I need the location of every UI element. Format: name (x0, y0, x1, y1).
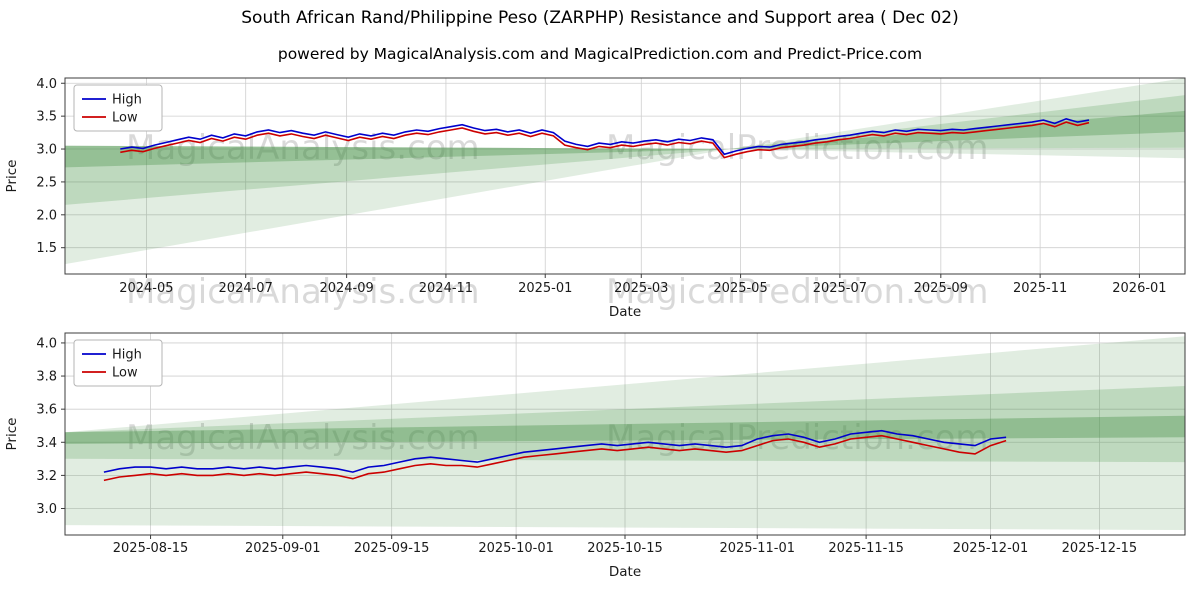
x-tick-label: 2025-05 (713, 281, 767, 296)
x-tick-label: 2026-01 (1112, 281, 1166, 296)
legend-label: High (112, 93, 142, 108)
legend (73, 339, 163, 387)
x-tick-label: 2025-10-15 (587, 541, 663, 556)
y-tick-label: 4.0 (36, 77, 57, 92)
y-tick-label: 3.0 (36, 502, 57, 517)
legend (73, 84, 163, 132)
y-tick-label: 3.2 (36, 469, 57, 484)
x-axis-label: Date (609, 304, 641, 320)
y-tick-label: 1.5 (36, 241, 57, 256)
x-tick-label: 2025-01 (518, 281, 572, 296)
y-tick-label: 3.8 (36, 370, 57, 385)
zoom-chart: 2025-08-15 2025-09-01 2025-09-15 2025-10-01… (4, 332, 1186, 580)
x-tick-label: 2025-12-01 (953, 541, 1029, 556)
x-tick-label: 2024-11 (419, 281, 473, 296)
x-tick-label: 2024-07 (219, 281, 273, 296)
x-tick-label: 2025-03 (614, 281, 668, 296)
x-axis-label: Date (609, 564, 641, 580)
y-tick-label: 3.4 (36, 436, 57, 451)
high-line (120, 117, 1090, 156)
plot-frame (64, 77, 1186, 275)
x-tick-label: 2024-09 (319, 281, 373, 296)
y-tick-label: 3.5 (36, 110, 57, 125)
support-resistance-band (65, 145, 730, 168)
y-tick-label: 2.0 (36, 208, 57, 223)
low-line (103, 434, 1007, 482)
legend-label: Low (112, 111, 138, 126)
x-tick-label: 2025-09-01 (245, 541, 321, 556)
x-tick-label: 2025-10-01 (478, 541, 554, 556)
y-tick-label: 4.0 (36, 336, 57, 351)
x-tick-label: 2025-07 (813, 281, 867, 296)
x-tick-label: 2025-09-15 (354, 541, 430, 556)
x-tick-label: 2024-05 (119, 281, 173, 296)
legend-label: Low (112, 366, 138, 381)
support-resistance-band (65, 336, 1185, 530)
y-axis-label: Price (4, 160, 20, 193)
low-line (120, 121, 1090, 159)
page-subtitle: powered by MagicalAnalysis.com and Magic… (277, 45, 923, 63)
x-tick-label: 2025-11-15 (828, 541, 904, 556)
y-tick-label: 3.6 (36, 403, 57, 418)
x-tick-label: 2025-11-01 (719, 541, 795, 556)
support-resistance-band (65, 415, 1185, 444)
main-chart: 2024-05 2024-07 2024-09 2024-11 2025-01 2025-… (4, 77, 1186, 320)
x-tick-label: 2025-11 (1013, 281, 1067, 296)
x-tick-label: 2025-08-15 (113, 541, 189, 556)
high-line (103, 429, 1007, 473)
support-resistance-band (65, 145, 730, 265)
legend-label: High (112, 348, 142, 363)
page-title: South African Rand/Philippine Peso (ZARP… (241, 8, 959, 28)
y-tick-label: 2.5 (36, 175, 57, 190)
support-resistance-band (65, 145, 730, 205)
x-tick-label: 2025-09 (914, 281, 968, 296)
support-resistance-band (729, 78, 1185, 159)
x-tick-label: 2025-12-15 (1062, 541, 1138, 556)
support-resistance-band (65, 386, 1185, 463)
y-tick-label: 3.0 (36, 143, 57, 158)
y-axis-label: Price (4, 418, 20, 451)
